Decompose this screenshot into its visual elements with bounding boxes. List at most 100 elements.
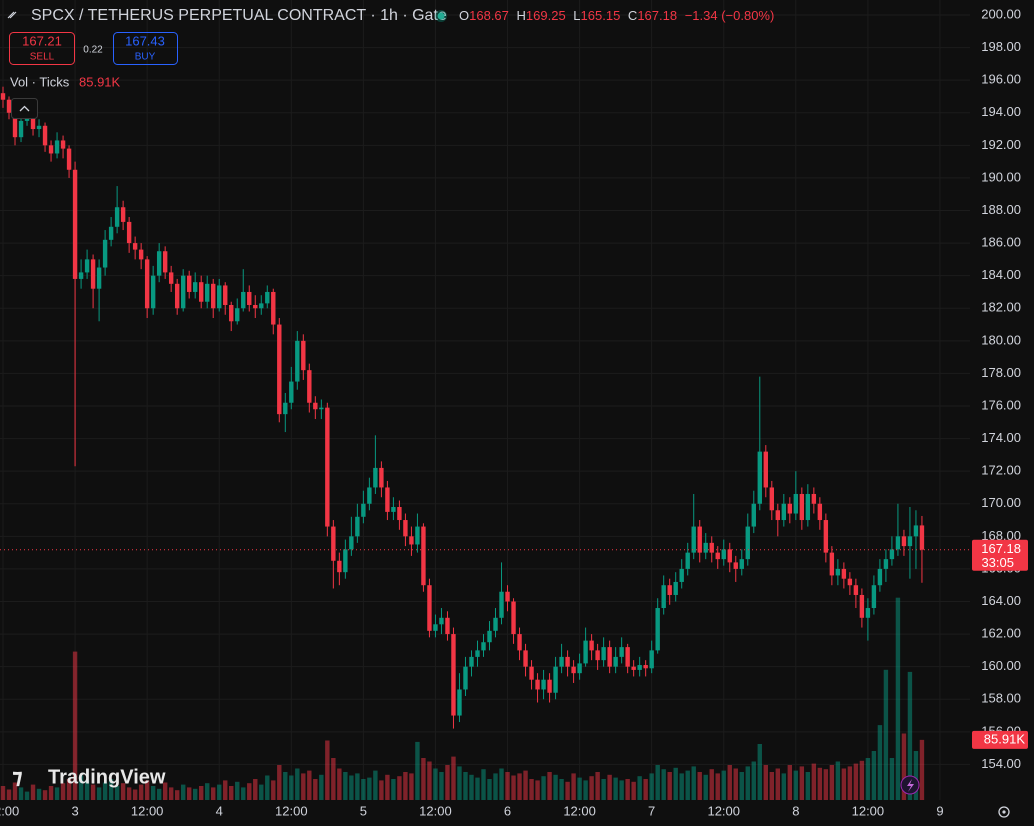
volume-bar	[120, 783, 126, 800]
candle-body	[463, 666, 468, 690]
axes: 154.00156.00158.00160.00162.00164.00166.…	[0, 6, 1028, 818]
candle-body	[283, 402, 288, 415]
settings-icon[interactable]	[998, 806, 1010, 818]
candle-body	[301, 340, 306, 371]
candle-body	[367, 487, 372, 504]
candle-body	[108, 226, 114, 240]
candle-body	[583, 640, 588, 664]
sell-button[interactable]	[9, 32, 75, 65]
candle-body	[745, 526, 750, 560]
sell-price[interactable]: 167.21	[22, 33, 62, 48]
candle-body	[217, 285, 222, 309]
chart-title: SPCX / TETHERUS PERPETUAL CONTRACT · 1h …	[31, 7, 447, 24]
candle-body	[739, 559, 744, 569]
volume-bar	[277, 765, 282, 800]
x-tick-label: 9	[936, 803, 943, 818]
volume-bar	[108, 779, 114, 800]
sell-label[interactable]: SELL	[30, 52, 55, 63]
volume-bar	[180, 784, 186, 800]
candle-body	[265, 291, 270, 304]
candle-body	[126, 221, 132, 244]
candle-body	[625, 647, 630, 667]
volume-bar	[361, 779, 366, 800]
volume-bar	[271, 780, 276, 800]
candle-body	[811, 493, 817, 504]
candle-body	[835, 568, 841, 576]
candle-body	[343, 549, 348, 573]
volume-bar	[637, 776, 642, 800]
candle-body	[493, 617, 498, 631]
volume-bar	[150, 786, 156, 800]
volume-bar	[517, 773, 522, 800]
collapse-icon[interactable]	[19, 105, 30, 112]
candle-body	[619, 647, 624, 657]
candle-body	[247, 291, 252, 305]
volume-bar	[733, 768, 738, 800]
volume-bar	[589, 776, 594, 800]
x-tick-label: 12:00	[275, 803, 308, 818]
ohlc-value: 168.67	[469, 8, 509, 23]
candle-body	[511, 601, 516, 635]
candle-body	[174, 283, 180, 309]
volume-bar	[397, 776, 402, 800]
candle-body	[337, 560, 342, 573]
candle-body	[883, 559, 889, 569]
candle-body	[799, 493, 805, 521]
candle-body	[168, 272, 174, 284]
volume-bar	[54, 787, 60, 800]
buy-price[interactable]: 167.43	[125, 33, 165, 48]
volume-bar	[24, 791, 30, 800]
volume-bar	[889, 758, 895, 800]
candle-body	[223, 285, 228, 305]
candle-body	[144, 259, 150, 309]
last-price-label: 167.18	[981, 541, 1021, 556]
candle-body	[60, 140, 66, 149]
collapse-button[interactable]	[11, 98, 38, 119]
volume-bar	[553, 774, 558, 800]
volume-bar	[535, 780, 540, 800]
buy-button[interactable]	[113, 32, 178, 65]
candle-body	[54, 140, 60, 154]
ohlc-legend: O168.67 H169.25 L165.15 C167.18 −1.34 (−…	[459, 8, 774, 23]
volume-bar	[205, 783, 210, 800]
volume-bar	[403, 772, 408, 800]
volume-bar	[601, 779, 606, 800]
ohlc-letter: H	[517, 8, 526, 23]
candle-body	[373, 467, 378, 488]
candle-body	[132, 243, 138, 250]
volume-bar	[126, 787, 132, 800]
candle-body	[253, 304, 258, 309]
symbol-icon[interactable]	[7, 11, 17, 19]
candle-body	[403, 520, 408, 537]
volume-bar	[385, 774, 390, 800]
settings-icon-center[interactable]	[1002, 810, 1006, 814]
candle-body	[589, 640, 594, 651]
ohlc-letter: L	[573, 8, 580, 23]
volume-bar	[283, 772, 288, 800]
candle-body	[36, 125, 42, 130]
candle-body	[853, 585, 859, 595]
candle-body	[637, 665, 642, 670]
volume-bar	[60, 783, 66, 800]
volume-value: 85.91K	[79, 74, 121, 89]
volume-bar	[451, 756, 456, 800]
candle-body	[475, 650, 480, 657]
candle-body	[397, 507, 402, 521]
volume-bar	[409, 773, 414, 800]
volume-bar	[745, 766, 750, 800]
y-tick-label: 186.00	[981, 235, 1021, 250]
x-tick-label: 12:00	[563, 803, 596, 818]
alert-icon[interactable]	[907, 779, 914, 792]
candle-body	[96, 267, 102, 289]
volume-bar	[877, 725, 883, 800]
y-tick-label: 170.00	[981, 495, 1021, 510]
volume-bar	[829, 765, 835, 800]
watermark: TradingView	[48, 766, 166, 788]
volume-bar	[427, 761, 432, 800]
buy-label[interactable]: BUY	[135, 52, 156, 63]
volume-bar	[211, 787, 216, 800]
candle-body	[865, 608, 871, 618]
x-tick-label: 6	[504, 803, 511, 818]
volume-bar	[607, 774, 612, 800]
candle-body	[433, 624, 438, 631]
